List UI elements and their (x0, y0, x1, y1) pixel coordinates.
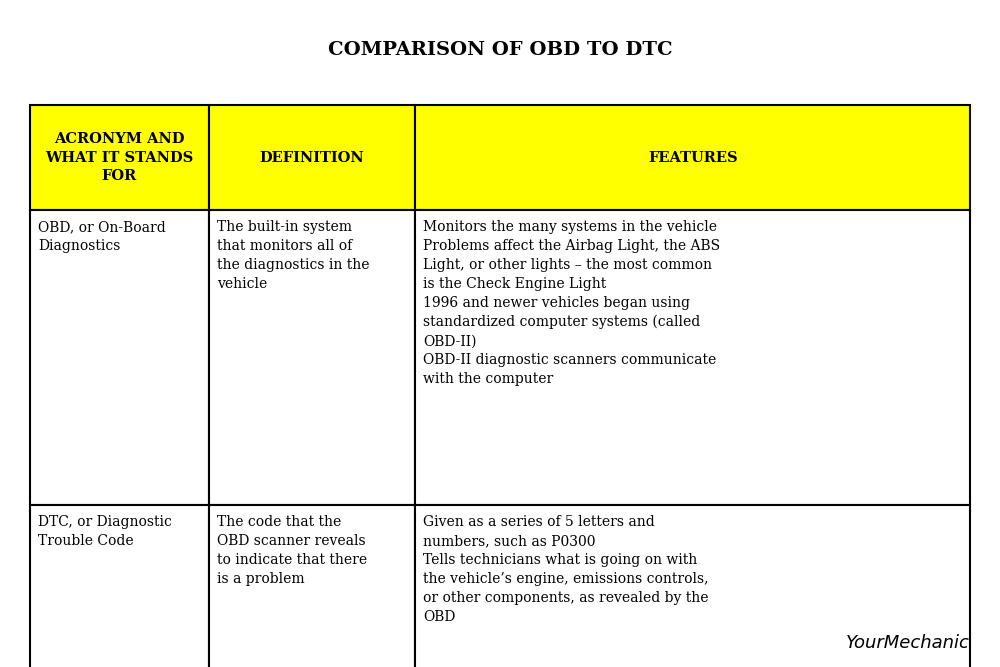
Bar (209, 210, 415, 505)
Bar (415, 105, 970, 210)
Text: DTC, or Diagnostic
Trouble Code: DTC, or Diagnostic Trouble Code (38, 515, 172, 548)
Bar (415, 210, 970, 505)
Text: ACRONYM AND
WHAT IT STANDS
FOR: ACRONYM AND WHAT IT STANDS FOR (45, 132, 193, 183)
Bar (30, 505, 209, 667)
Text: OBD, or On-Board
Diagnostics: OBD, or On-Board Diagnostics (38, 220, 166, 253)
Bar (209, 105, 415, 210)
Bar (30, 105, 209, 210)
Text: DEFINITION: DEFINITION (260, 151, 364, 165)
Text: The code that the
OBD scanner reveals
to indicate that there
is a problem: The code that the OBD scanner reveals to… (217, 515, 367, 586)
Text: YourMechanic: YourMechanic (846, 634, 970, 652)
Text: Given as a series of 5 letters and
numbers, such as P0300
Tells technicians what: Given as a series of 5 letters and numbe… (423, 515, 709, 624)
Bar (30, 210, 209, 505)
Text: The built-in system
that monitors all of
the diagnostics in the
vehicle: The built-in system that monitors all of… (217, 220, 369, 291)
Text: Monitors the many systems in the vehicle
Problems affect the Airbag Light, the A: Monitors the many systems in the vehicle… (423, 220, 721, 386)
Text: FEATURES: FEATURES (648, 151, 738, 165)
Text: COMPARISON OF OBD TO DTC: COMPARISON OF OBD TO DTC (328, 41, 672, 59)
Bar (415, 505, 970, 667)
Bar (209, 505, 415, 667)
